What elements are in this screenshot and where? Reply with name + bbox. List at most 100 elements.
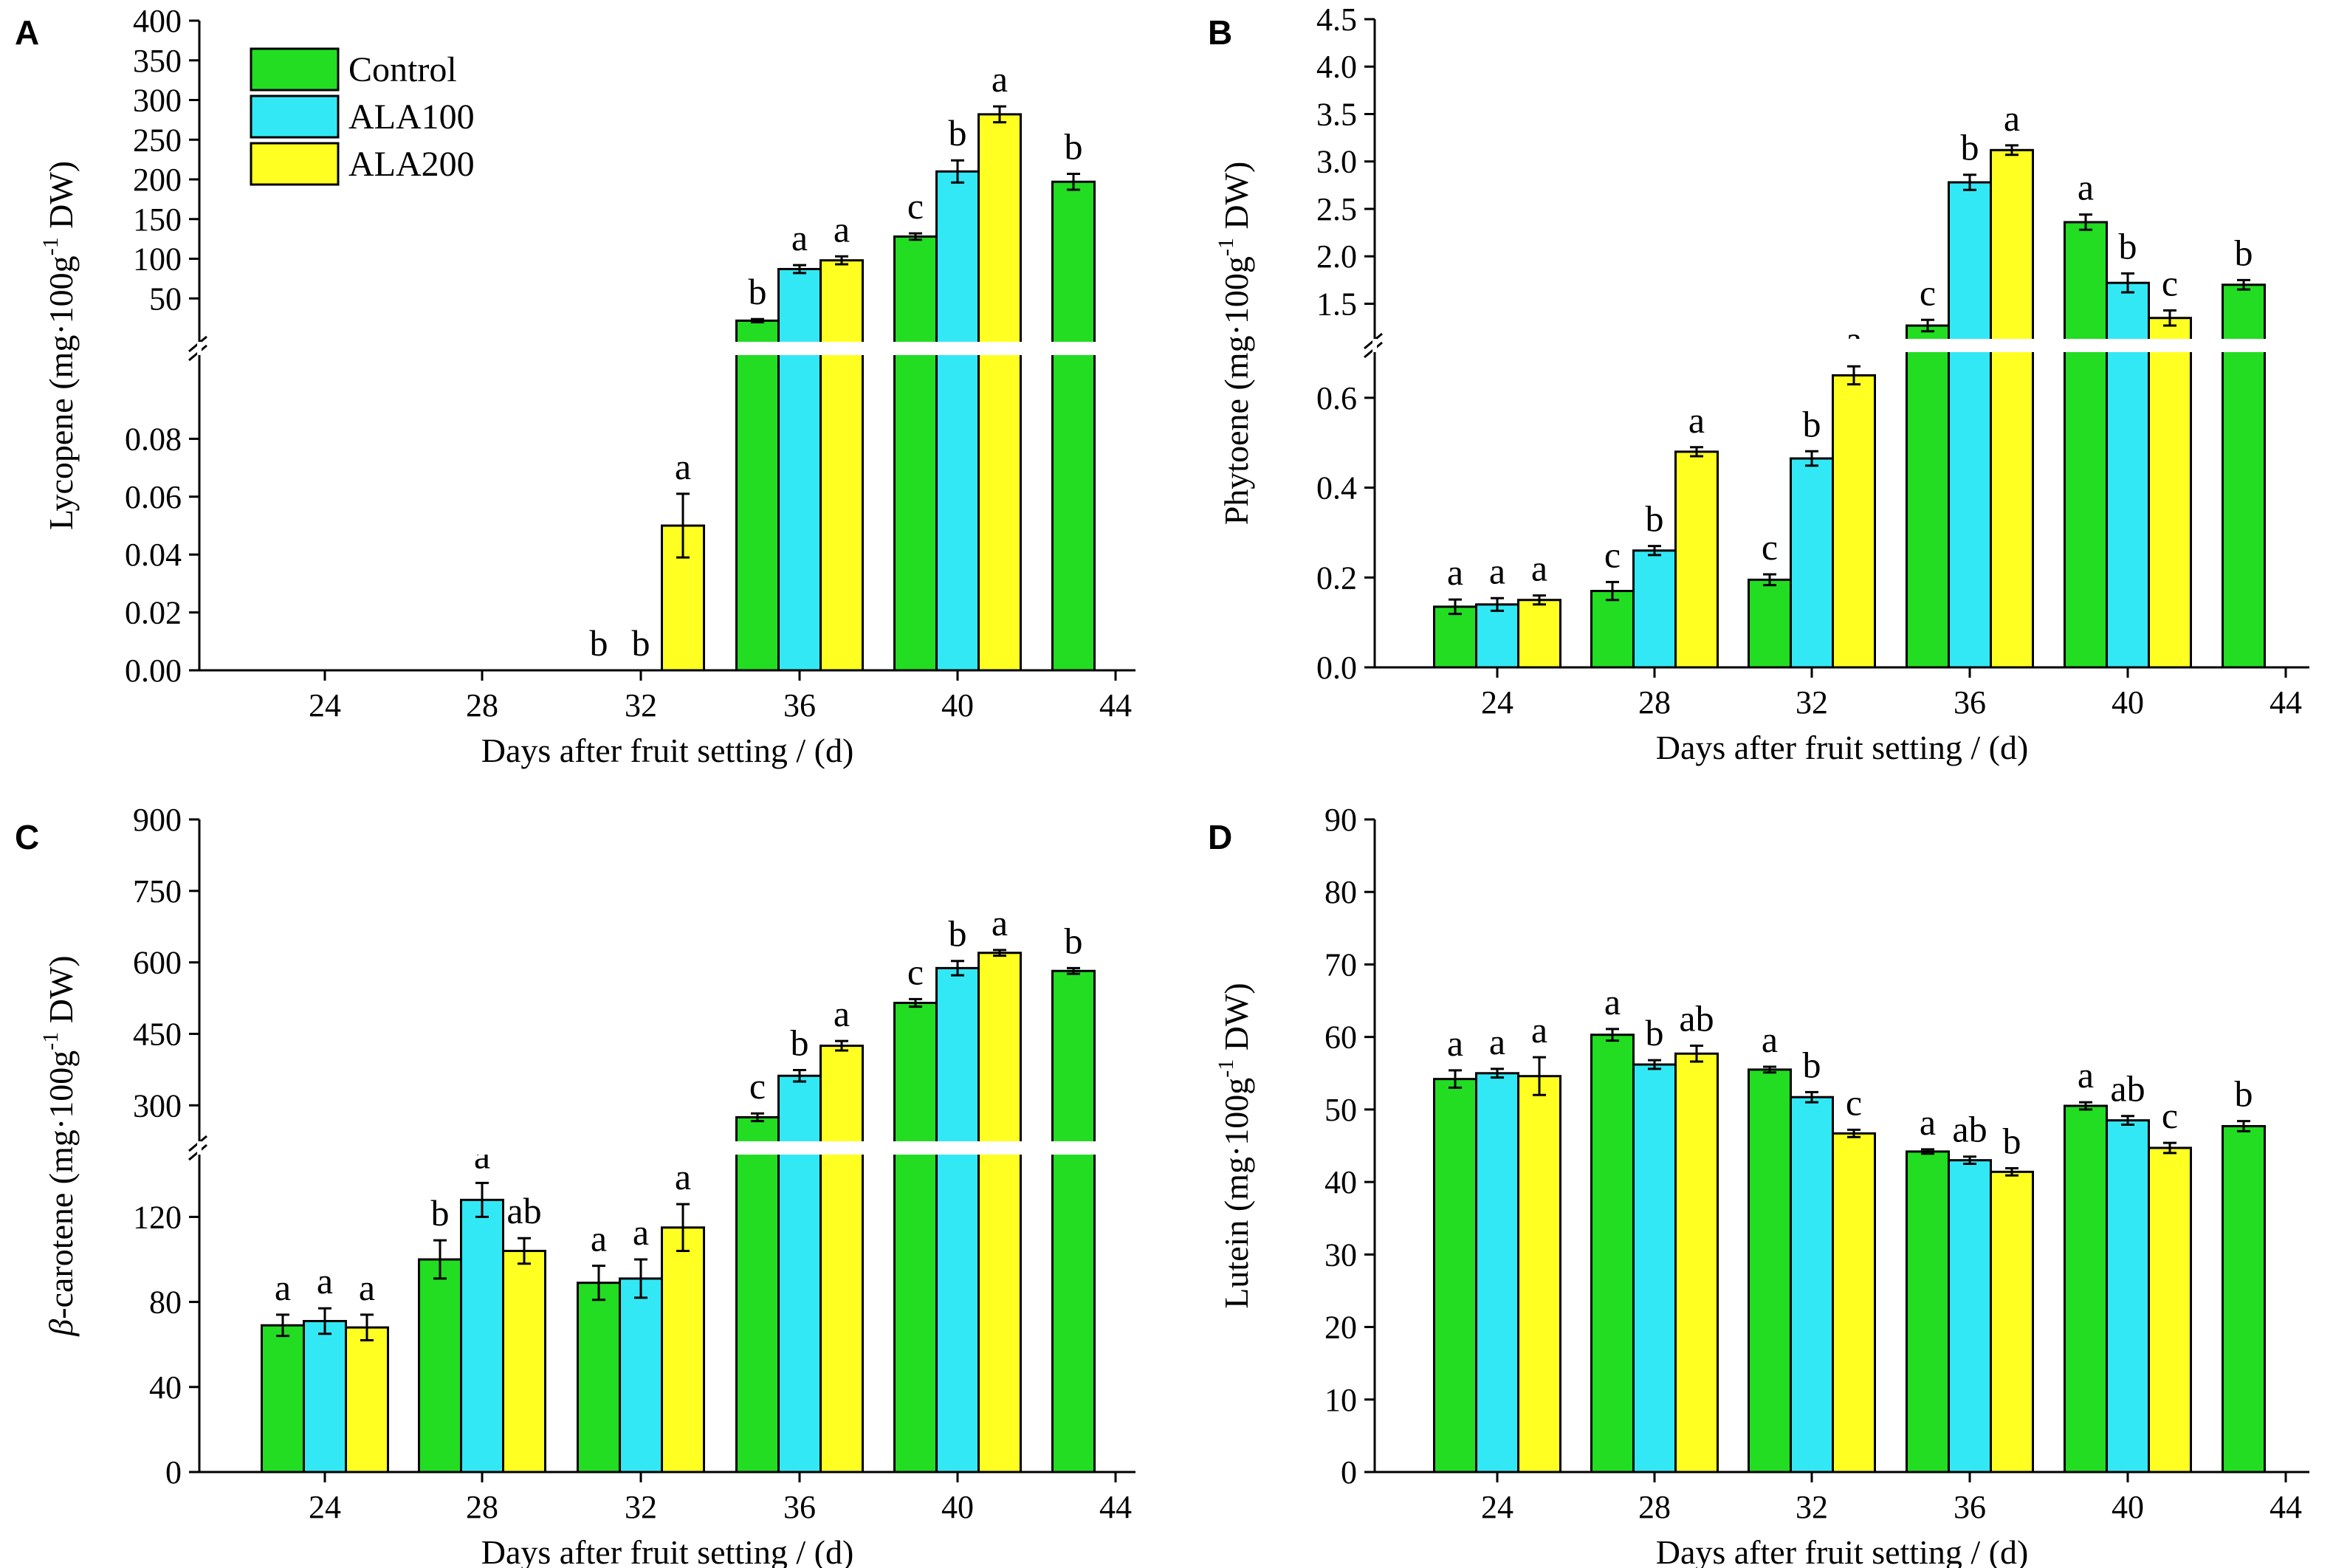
y-tick-label: 80 xyxy=(149,1285,182,1321)
significance-letter: b xyxy=(949,112,967,154)
significance-letter: a xyxy=(1920,1101,1936,1143)
significance-letter: b xyxy=(2235,232,2253,273)
bar-control-28 xyxy=(1590,590,1635,669)
significance-letter: b xyxy=(590,622,608,664)
bar-ala100-40 xyxy=(2106,1119,2150,1474)
significance-letter: a xyxy=(359,1267,375,1308)
y-tick-label: 0 xyxy=(165,1454,182,1490)
significance-letter: c xyxy=(2162,1095,2178,1136)
y-axis-label-superscript: -1 xyxy=(38,237,63,255)
bar-control-40 xyxy=(2064,221,2108,669)
panel-letter: B xyxy=(1208,13,1232,52)
axis-break-gap xyxy=(1372,339,1377,352)
bar-ala200-24 xyxy=(1517,1075,1561,1474)
x-axis-label: Days after fruit setting / (d) xyxy=(1656,729,2029,766)
x-tick-label: 32 xyxy=(1796,684,1828,721)
y-tick-label: 120 xyxy=(133,1199,182,1235)
bar-ala200-36 xyxy=(820,1045,864,1474)
bar-control-24 xyxy=(1433,1078,1477,1474)
significance-letter: c xyxy=(2162,262,2178,303)
bar-ala100-36 xyxy=(1948,181,1992,669)
significance-letter: a xyxy=(317,1260,333,1301)
y-axis-label-italic: β xyxy=(42,1319,80,1337)
significance-letter: a xyxy=(1447,551,1463,593)
y-tick-label: 450 xyxy=(133,1016,182,1052)
significance-letter: b xyxy=(2119,225,2137,267)
significance-letter: a xyxy=(633,1211,649,1253)
x-tick-label: 36 xyxy=(783,687,816,723)
significance-letter: a xyxy=(1762,1019,1778,1060)
significance-letter: c xyxy=(749,1065,766,1107)
x-tick-label: 40 xyxy=(2112,684,2144,721)
x-tick-label: 40 xyxy=(941,687,974,723)
bar-ala200-24 xyxy=(345,1326,389,1474)
y-axis-label-tail: DW) xyxy=(1217,983,1255,1059)
y-tick-label: 0.06 xyxy=(125,479,182,515)
bar-control-32 xyxy=(1748,1068,1792,1474)
bar-control-36 xyxy=(1906,1150,1950,1474)
significance-letter: a xyxy=(275,1267,291,1308)
bar-ala200-40 xyxy=(2148,1146,2192,1474)
bar-ala100-36 xyxy=(777,267,822,672)
significance-letter: b xyxy=(1803,403,1821,444)
x-tick-label: 44 xyxy=(1099,687,1132,723)
x-tick-label: 44 xyxy=(2270,684,2302,721)
x-tick-label: 36 xyxy=(1954,1489,1986,1525)
bar-control-36 xyxy=(735,1115,780,1474)
chart-panel-b: acccababbbbaaaac0.00.20.40.61.52.02.53.0… xyxy=(1208,1,2320,766)
x-tick-label: 24 xyxy=(309,1489,341,1525)
bar-ala200-40 xyxy=(977,113,1022,672)
significance-letter: a xyxy=(2004,97,2020,139)
significance-letter: a xyxy=(791,217,808,258)
y-tick-label: 300 xyxy=(133,83,182,119)
legend-swatch-ala100 xyxy=(250,94,340,139)
significance-letter: b xyxy=(1646,498,1664,540)
x-tick-label: 28 xyxy=(1638,1489,1671,1525)
y-tick-label: 150 xyxy=(133,202,182,238)
y-tick-label: 10 xyxy=(1324,1382,1357,1418)
y-tick-label: 20 xyxy=(1324,1310,1357,1346)
y-axis-label-superscript: -1 xyxy=(1214,1059,1238,1078)
bar-ala200-36 xyxy=(820,259,864,672)
bar-ala100-28 xyxy=(1632,549,1677,669)
significance-letter: a xyxy=(1688,399,1705,441)
bar-ala100-28 xyxy=(460,1198,504,1474)
y-axis-label-tail: DW) xyxy=(42,955,80,1031)
y-tick-label: 90 xyxy=(1324,802,1357,838)
axis-break-gap xyxy=(197,1141,202,1155)
y-tick-label: 350 xyxy=(133,43,182,79)
significance-letter: a xyxy=(834,208,850,250)
bar-ala200-40 xyxy=(977,952,1022,1474)
x-axis-label: Days after fruit setting / (d) xyxy=(481,1533,854,1568)
y-axis-label-main: -carotene (mg·100g xyxy=(42,1051,80,1319)
bar-ala200-28 xyxy=(502,1249,546,1474)
x-axis-label: Days after fruit setting / (d) xyxy=(1656,1533,2029,1568)
significance-letter: a xyxy=(1489,1021,1505,1062)
x-tick-label: 24 xyxy=(309,687,341,723)
bar-control-32 xyxy=(1748,578,1792,669)
significance-letter: ab xyxy=(1952,1109,1987,1150)
y-tick-label: 0.08 xyxy=(125,421,182,457)
significance-letter: a xyxy=(474,1135,490,1176)
significance-letter: a xyxy=(1604,981,1621,1022)
significance-letter: a xyxy=(1489,550,1505,591)
y-tick-label: 80 xyxy=(1324,874,1357,910)
bar-control-44 xyxy=(1051,180,1096,672)
y-tick-label: 4.0 xyxy=(1316,49,1357,85)
bar-ala100-32 xyxy=(619,1277,663,1474)
significance-letter: ab xyxy=(2110,1068,2145,1110)
bar-control-28 xyxy=(418,1258,462,1474)
bar-ala100-24 xyxy=(303,1320,347,1474)
bar-ala100-36 xyxy=(1948,1159,1992,1474)
y-axis-label-tail: DW) xyxy=(42,161,80,237)
y-tick-label: 4.5 xyxy=(1316,1,1357,38)
bar-ala200-28 xyxy=(1674,450,1719,669)
panel-letter: C xyxy=(15,818,39,856)
significance-letter: a xyxy=(591,1218,607,1259)
bar-ala200-24 xyxy=(1517,599,1561,669)
x-tick-label: 28 xyxy=(1638,684,1671,721)
y-tick-label: 2.0 xyxy=(1316,238,1357,275)
x-tick-label: 32 xyxy=(1796,1489,1828,1525)
